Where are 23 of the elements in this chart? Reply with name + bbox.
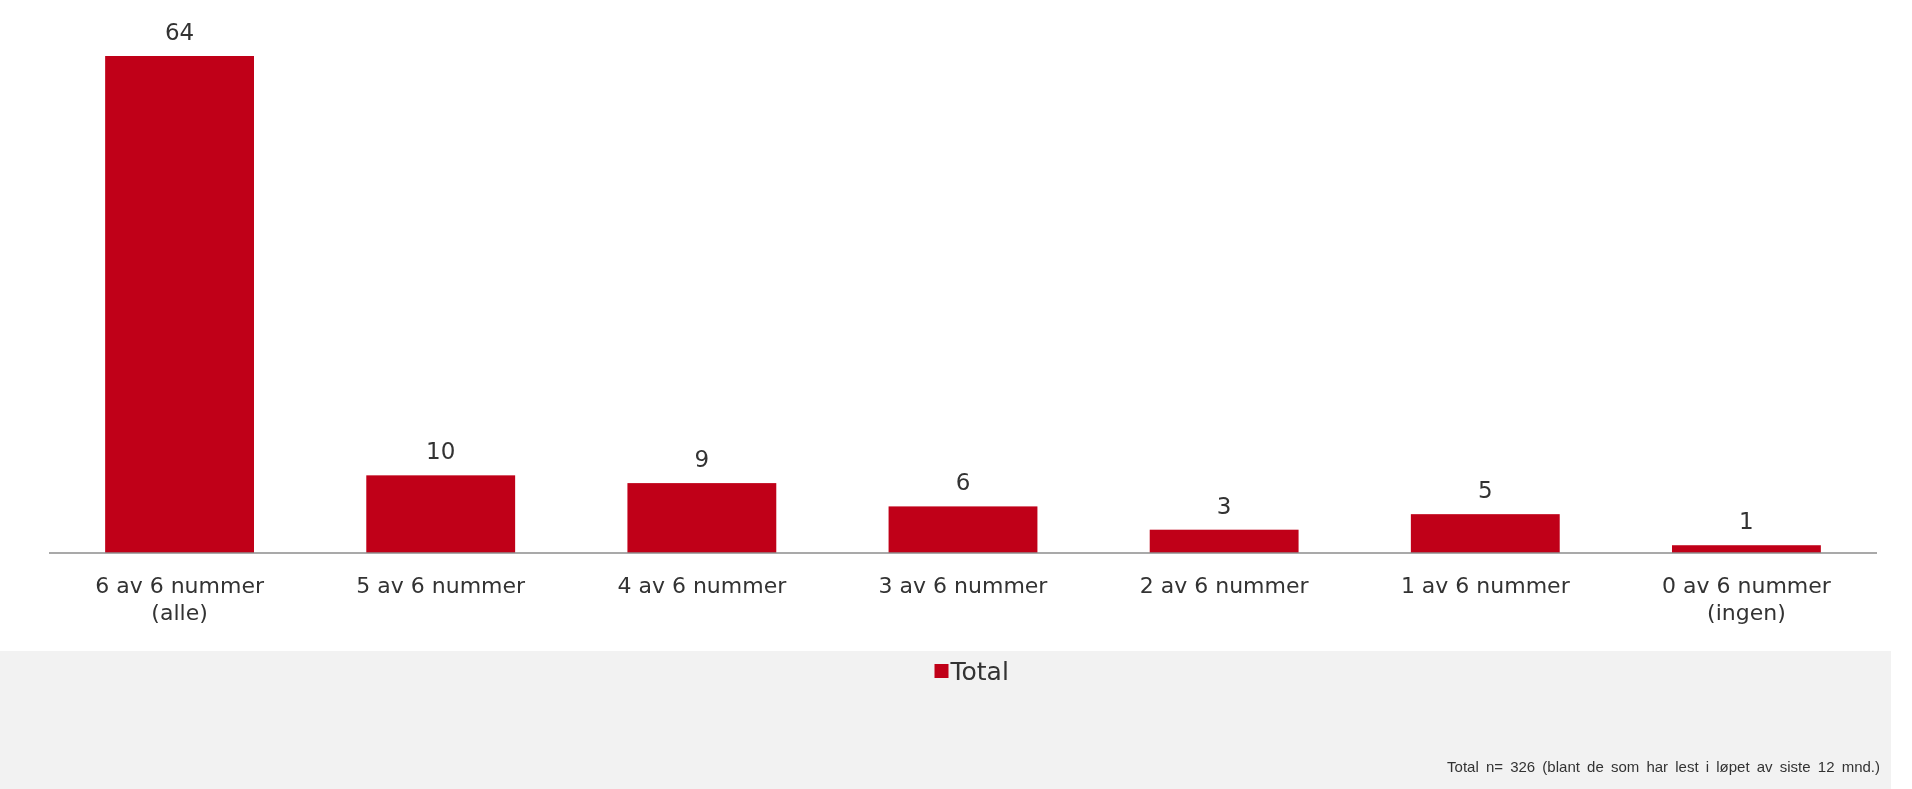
data-label: 64 — [164, 19, 195, 45]
x-tick-label: 5 av 6 nummer — [356, 573, 527, 598]
bar — [366, 475, 516, 553]
bar — [1410, 514, 1560, 553]
x-tick-label: 4 av 6 nummer — [617, 573, 788, 598]
x-tick-label: 3 av 6 nummer — [878, 573, 1049, 598]
bar — [1672, 545, 1821, 553]
x-tick-label: 0 av 6 nummer (ingen) — [1662, 573, 1832, 625]
data-label: 5 — [1477, 477, 1493, 504]
bar — [888, 506, 1038, 553]
x-tick-label: 2 av 6 nummer — [1139, 573, 1310, 598]
legend-label: Total — [949, 657, 1009, 686]
bar — [105, 56, 254, 553]
data-label: 6 — [955, 469, 971, 496]
bar — [627, 483, 777, 553]
data-label: 10 — [426, 438, 456, 465]
text: Total n= 326 (blant de som har lest i løpet av siste 12 mnd.) — [1447, 758, 1880, 775]
data-label: 3 — [1216, 492, 1232, 519]
x-tick-label: 6 av 6 nummer (alle) — [95, 573, 265, 625]
data-label: 1 — [1739, 508, 1754, 535]
x-tick-label: 1 av 6 nummer — [1400, 573, 1571, 598]
data-label: 9 — [694, 446, 710, 473]
bar — [1149, 529, 1299, 553]
